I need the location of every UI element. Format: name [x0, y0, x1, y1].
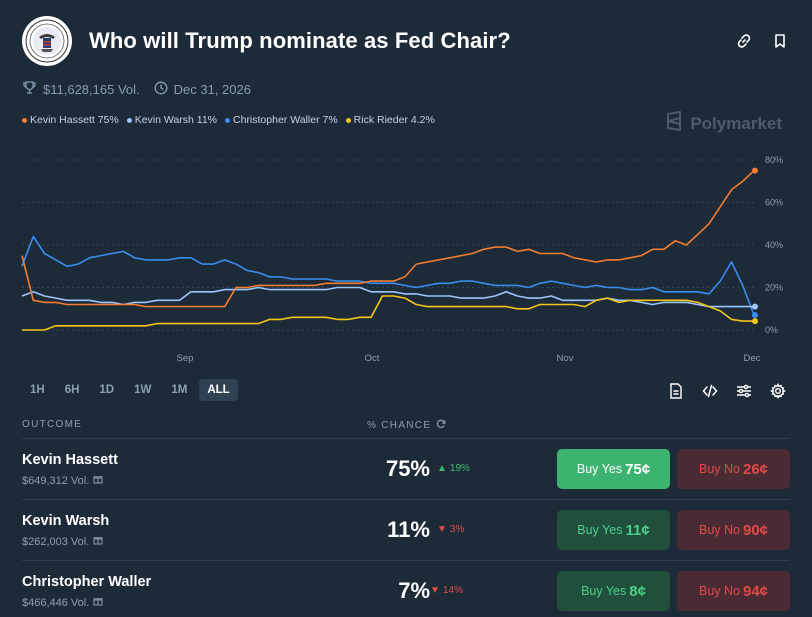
volume-text: $11,628,165 Vol. [43, 81, 140, 97]
polymarket-brand: Polymarket [665, 111, 782, 136]
y-tick-label: 0% [765, 325, 778, 335]
outcome-volume: $649,312 Vol. [22, 474, 103, 487]
buy-no-button[interactable]: Buy No 26¢ [677, 449, 790, 489]
series-line-kevin-hassett [21, 170, 755, 308]
document-icon[interactable] [666, 381, 686, 401]
x-tick-label: Oct [365, 353, 380, 364]
x-tick-label: Sep [177, 353, 194, 364]
clock-icon [154, 81, 168, 98]
legend-item-warsh: Kevin Warsh 11% [126, 114, 217, 126]
sliders-icon[interactable] [734, 381, 754, 401]
outcome-name: Kevin Warsh [22, 513, 110, 529]
range-1d[interactable]: 1D [99, 384, 115, 396]
trophy-icon [22, 80, 37, 98]
gift-icon [93, 535, 103, 548]
y-tick-label: 80% [765, 155, 783, 165]
outcome-change: ▼ 3% [437, 524, 465, 535]
y-tick-label: 60% [765, 198, 783, 208]
outcome-row-hassett: Kevin Hassett $649,312 Vol. 75% ▲ 19% Buy… [22, 439, 790, 500]
page-title: Who will Trump nominate as Fed Chair? [89, 28, 511, 53]
time-range-selector: 1H 6H 1D 1W 1M ALL [22, 379, 238, 401]
legend-item-rieder: Rick Rieder 4.2% [345, 114, 435, 126]
outcome-percent: 75% [385, 456, 430, 481]
market-meta: $11,628,165 Vol. Dec 31, 2026 [22, 80, 265, 98]
series-endpoint-kevin-warsh [752, 303, 758, 310]
range-all[interactable]: ALL [199, 379, 238, 401]
range-6h[interactable]: 6H [64, 384, 80, 396]
outcomes-table-header: OUTCOME % CHANCE [22, 417, 790, 439]
outcome-row-warsh: Kevin Warsh $262,003 Vol. 11% ▼ 3% Buy Ye… [22, 500, 790, 561]
federal-reserve-seal-icon [22, 16, 72, 66]
outcome-change: ▲ 19% [437, 463, 470, 474]
column-chance: % CHANCE [367, 419, 446, 432]
outcome-percent: 7% [398, 578, 430, 603]
gift-icon [93, 596, 103, 609]
outcome-percent: 11% [387, 517, 430, 542]
triangle-down-icon: ▼ [437, 524, 447, 535]
bookmark-icon[interactable] [770, 31, 790, 51]
series-line-rick-rieder [22, 295, 754, 331]
x-tick-label: Nov [557, 353, 574, 364]
series-endpoint-rick-rieder [752, 318, 758, 325]
market-header: Who will Trump nominate as Fed Chair? [22, 16, 790, 66]
triangle-up-icon: ▲ [437, 463, 447, 474]
x-tick-label: Dec [744, 353, 761, 364]
outcome-name: Christopher Waller [22, 574, 152, 590]
outcome-change: ▼ 14% [430, 585, 463, 596]
range-1m[interactable]: 1M [171, 384, 188, 396]
chart-legend: Kevin Hassett 75% Kevin Warsh 11% Christ… [22, 114, 435, 126]
polymarket-logo-icon [665, 111, 683, 136]
buy-yes-button[interactable]: Buy Yes 8¢ [557, 571, 670, 611]
buy-yes-button[interactable]: Buy Yes 11¢ [557, 510, 670, 550]
refresh-icon[interactable] [436, 419, 446, 432]
code-icon[interactable] [700, 381, 720, 401]
column-outcome: OUTCOME [22, 419, 83, 430]
buy-no-button[interactable]: Buy No 94¢ [677, 571, 790, 611]
legend-item-waller: Christopher Waller 7% [225, 114, 338, 126]
range-1w[interactable]: 1W [134, 384, 152, 396]
end-date-text: Dec 31, 2026 [173, 81, 251, 97]
gift-icon [93, 474, 103, 487]
outcome-name: Kevin Hassett [22, 452, 118, 468]
series-endpoint-kevin-hassett [752, 167, 758, 174]
price-history-chart[interactable]: 80% 60% 40% 20% 0% Sep Oct Nov Dec [0, 140, 812, 370]
buy-no-button[interactable]: Buy No 90¢ [677, 510, 790, 550]
legend-item-hassett: Kevin Hassett 75% [22, 114, 119, 126]
range-1h[interactable]: 1H [30, 384, 45, 396]
y-tick-label: 20% [765, 283, 783, 293]
link-icon[interactable] [734, 31, 754, 51]
triangle-down-icon: ▼ [430, 585, 440, 596]
outcome-volume: $466,446 Vol. [22, 596, 103, 609]
buy-yes-button[interactable]: Buy Yes 75¢ [557, 449, 670, 489]
chart-tools [666, 381, 788, 401]
settings-icon[interactable] [768, 381, 788, 401]
outcome-row-waller: Christopher Waller $466,446 Vol. 7% ▼ 14%… [22, 561, 790, 617]
outcome-volume: $262,003 Vol. [22, 535, 103, 548]
series-endpoint-christopher-waller [752, 312, 758, 319]
series-line-christopher-waller [21, 235, 755, 316]
y-tick-label: 40% [765, 240, 783, 250]
